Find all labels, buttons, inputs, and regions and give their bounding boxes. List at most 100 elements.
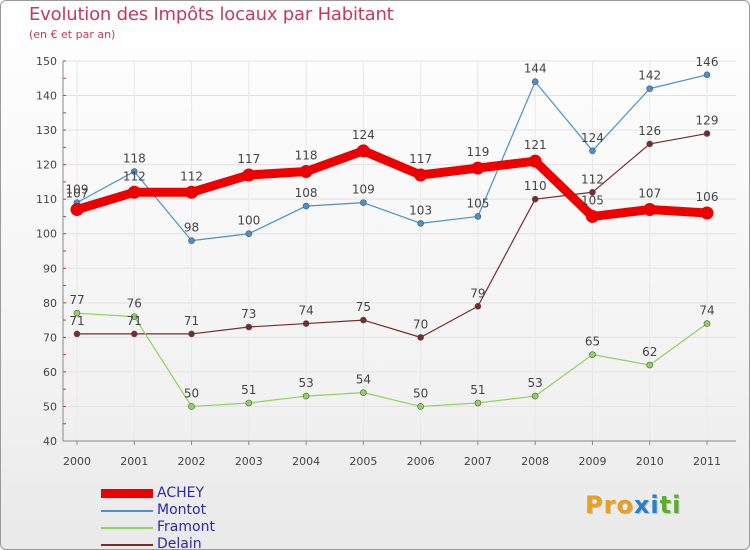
data-point-framont: [245, 399, 253, 407]
data-point-delain: [703, 130, 711, 137]
data-point-framont: [646, 361, 654, 369]
data-label-framont: 65: [585, 335, 600, 349]
x-tick-label: 2011: [693, 455, 721, 468]
data-label-montot: 109: [352, 183, 375, 197]
x-tick-label: 2004: [292, 455, 320, 468]
data-label-framont: 51: [241, 383, 256, 397]
data-label-delain: 71: [69, 314, 84, 328]
logo-letter: r: [603, 491, 617, 519]
y-tick-label: 60: [43, 366, 57, 379]
x-tick-label: 2010: [636, 455, 664, 468]
data-label-framont: 50: [413, 386, 428, 400]
legend-swatch: [101, 527, 153, 529]
data-point-achey: [70, 203, 84, 217]
legend-label: ACHEY: [157, 485, 205, 501]
data-label-framont: 51: [470, 383, 485, 397]
data-label-framont: 76: [127, 297, 142, 311]
series-line-framont: [76, 312, 708, 408]
data-point-achey: [242, 168, 256, 182]
data-point-framont: [188, 403, 195, 410]
data-label-montot: 118: [123, 152, 146, 166]
logo-letter: i: [672, 491, 682, 519]
data-point-delain: [417, 334, 424, 341]
data-point-achey: [185, 185, 199, 199]
data-label-achey: 107: [66, 187, 89, 201]
y-tick-label: 50: [43, 400, 57, 413]
data-point-delain: [245, 323, 253, 331]
data-point-delain: [531, 195, 539, 203]
data-point-montot: [360, 199, 367, 206]
chart-title: Evolution des Impôts locaux par Habitant: [29, 4, 394, 25]
data-point-achey: [528, 154, 542, 168]
y-tick-label: 100: [36, 228, 57, 241]
legend-label: Framont: [157, 519, 215, 535]
data-point-montot: [188, 237, 195, 244]
data-point-achey: [127, 185, 141, 199]
data-label-montot: 105: [466, 196, 489, 210]
data-point-framont: [73, 309, 81, 317]
data-label-delain: 110: [524, 179, 547, 193]
data-label-delain: 70: [413, 317, 428, 331]
data-point-delain: [474, 302, 482, 310]
x-tick-label: 2000: [63, 455, 91, 468]
x-tick-label: 2001: [120, 455, 148, 468]
x-tick-label: 2002: [178, 455, 206, 468]
data-label-achey: 107: [638, 187, 661, 201]
data-label-achey: 112: [180, 169, 203, 183]
data-label-delain: 112: [581, 172, 604, 186]
legend-label: Montot: [157, 502, 207, 518]
data-label-framont: 77: [69, 293, 84, 307]
data-label-delain: 75: [356, 300, 371, 314]
data-label-framont: 53: [298, 376, 313, 390]
data-label-achey: 105: [581, 193, 604, 207]
data-label-achey: 117: [409, 152, 432, 166]
data-point-montot: [589, 147, 596, 155]
data-label-achey: 118: [295, 149, 318, 163]
legend-label: Delain: [157, 536, 202, 550]
x-tick-label: 2006: [407, 455, 435, 468]
series-line-delain: [76, 132, 708, 338]
data-point-montot: [130, 168, 138, 175]
data-label-montot: 124: [581, 131, 604, 145]
data-label-framont: 74: [699, 304, 714, 318]
data-label-delain: 71: [127, 314, 142, 328]
data-point-montot: [417, 220, 424, 227]
y-tick-label: 140: [36, 90, 57, 103]
data-label-montot: 108: [295, 186, 318, 200]
logo-letter: t: [659, 491, 673, 519]
y-tick-label: 40: [43, 435, 57, 448]
data-label-montot: 100: [237, 214, 260, 228]
x-tick-label: 2005: [349, 455, 377, 468]
legend-swatch: [101, 510, 153, 512]
data-label-montot: 98: [184, 221, 199, 235]
data-point-delain: [360, 316, 367, 324]
data-point-framont: [417, 403, 424, 410]
proxiti-logo: Proxiti: [585, 491, 681, 519]
y-tick-label: 150: [36, 55, 57, 68]
data-point-framont: [703, 320, 711, 327]
logo-letter: P: [585, 491, 604, 519]
series-line-achey: [72, 146, 712, 221]
y-tick-label: 110: [36, 193, 57, 206]
logo-letter: x: [633, 491, 651, 519]
data-point-achey: [471, 161, 485, 175]
data-point-montot: [245, 230, 253, 238]
data-point-achey: [299, 165, 313, 179]
logo-letter: i: [650, 491, 660, 519]
data-label-achey: 121: [524, 138, 547, 152]
y-tick-label: 120: [36, 159, 57, 172]
data-point-framont: [474, 399, 482, 407]
legend-swatch: [101, 544, 153, 546]
data-point-framont: [302, 392, 310, 400]
data-label-framont: 53: [528, 376, 543, 390]
series-line-montot: [76, 74, 708, 242]
data-label-achey: 119: [466, 145, 489, 159]
y-tick-label: 130: [36, 124, 57, 137]
data-label-montot: 109: [66, 183, 89, 197]
y-tick-label: 80: [43, 297, 57, 310]
x-tick-label: 2007: [464, 455, 492, 468]
data-point-achey: [414, 168, 428, 182]
data-label-framont: 62: [642, 345, 657, 359]
